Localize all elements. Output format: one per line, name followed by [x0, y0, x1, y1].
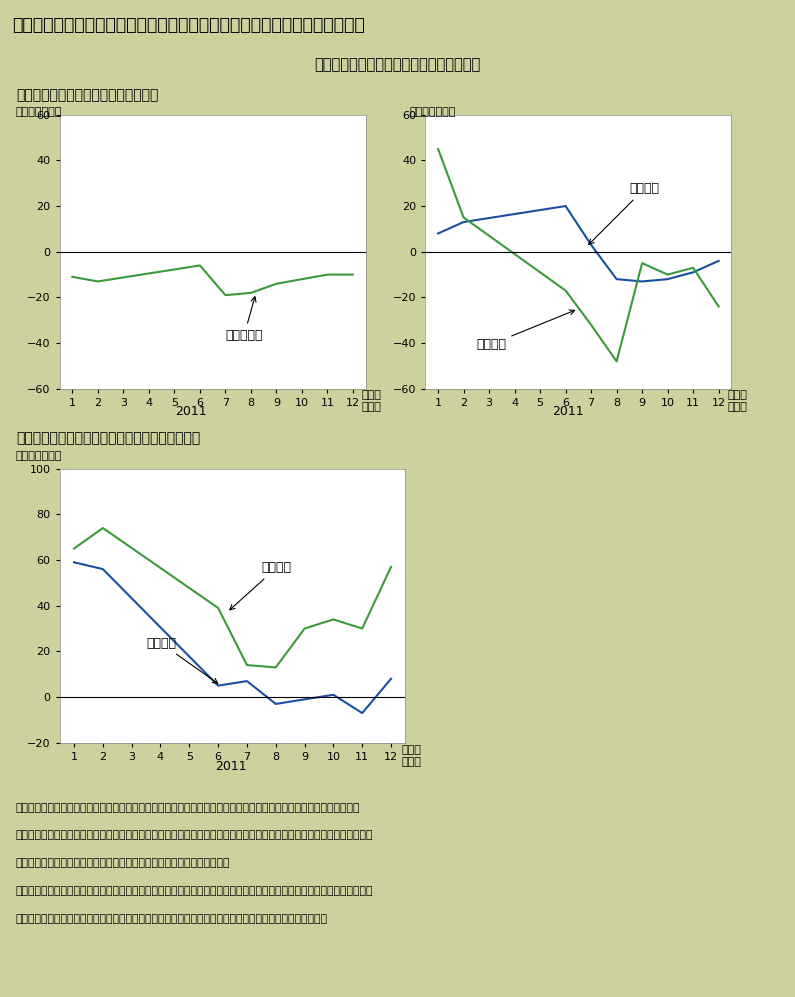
Text: （２）被災３県の建設業の動向（現金給与総額）: （２）被災３県の建設業の動向（現金給与総額） — [16, 432, 200, 446]
Text: （月）: （月） — [401, 745, 421, 755]
Text: （前年比、％）: （前年比、％） — [16, 451, 62, 461]
Text: 2011: 2011 — [553, 405, 584, 418]
Text: 2011: 2011 — [215, 760, 246, 773]
Text: 把握した上で津波の浸水域に所在する事業所と所在しない事業所に分けて、集計を行った。: 把握した上で津波の浸水域に所在する事業所と所在しない事業所に分けて、集計を行った… — [16, 914, 328, 924]
Text: 第２－２－５図　被災３県（岩手県、宮城県、福島県）の賃金動向について: 第２－２－５図 被災３県（岩手県、宮城県、福島県）の賃金動向について — [12, 16, 365, 34]
Text: ３県合計: ３県合計 — [146, 637, 218, 683]
Text: 被災３県の浸水域を中心に厳しい賃金動向: 被災３県の浸水域を中心に厳しい賃金動向 — [314, 57, 481, 72]
Text: ２．浸水域と内陸部の数値は、サンプル数が少ないこともあり、５～２９人規模の事業所のサンプルを入れ替え: ２．浸水域と内陸部の数値は、サンプル数が少ないこともあり、５～２９人規模の事業所… — [16, 831, 374, 840]
Text: （年）: （年） — [727, 402, 747, 412]
Text: （月）: （月） — [727, 390, 747, 400]
Text: 内陸部計: 内陸部計 — [589, 182, 659, 244]
Text: （前年比、％）: （前年比、％） — [16, 107, 62, 117]
Text: （１）被災３県の現金給与総額の動向: （１）被災３県の現金給与総額の動向 — [16, 88, 158, 102]
Text: 被災３県計: 被災３県計 — [226, 297, 263, 342]
Text: 2011: 2011 — [175, 405, 207, 418]
Text: （年）: （年） — [401, 757, 421, 767]
Text: 浸水域計: 浸水域計 — [476, 310, 575, 351]
Text: （前年比、％）: （前年比、％） — [409, 107, 456, 117]
Text: （月）: （月） — [362, 390, 382, 400]
Text: （備考）　１．厚生労働省「毎月勤労統計調査（全国調査）」の個票データにより作成。数値は事業所規模５人以上。: （備考） １．厚生労働省「毎月勤労統計調査（全国調査）」の個票データにより作成。… — [16, 803, 360, 813]
Text: た影響が大きいため、入れ替え時点で調整を行っている。: た影響が大きいため、入れ替え時点で調整を行っている。 — [16, 858, 231, 868]
Text: （年）: （年） — [362, 402, 382, 412]
Text: ３．国土地理院提供の「浸水範囲概況図」と市販のＧＩＳソフトを用いて、各事業所の住所情報から立地場所を: ３．国土地理院提供の「浸水範囲概況図」と市販のＧＩＳソフトを用いて、各事業所の住… — [16, 886, 374, 896]
Text: 内陸部計: 内陸部計 — [230, 561, 291, 610]
